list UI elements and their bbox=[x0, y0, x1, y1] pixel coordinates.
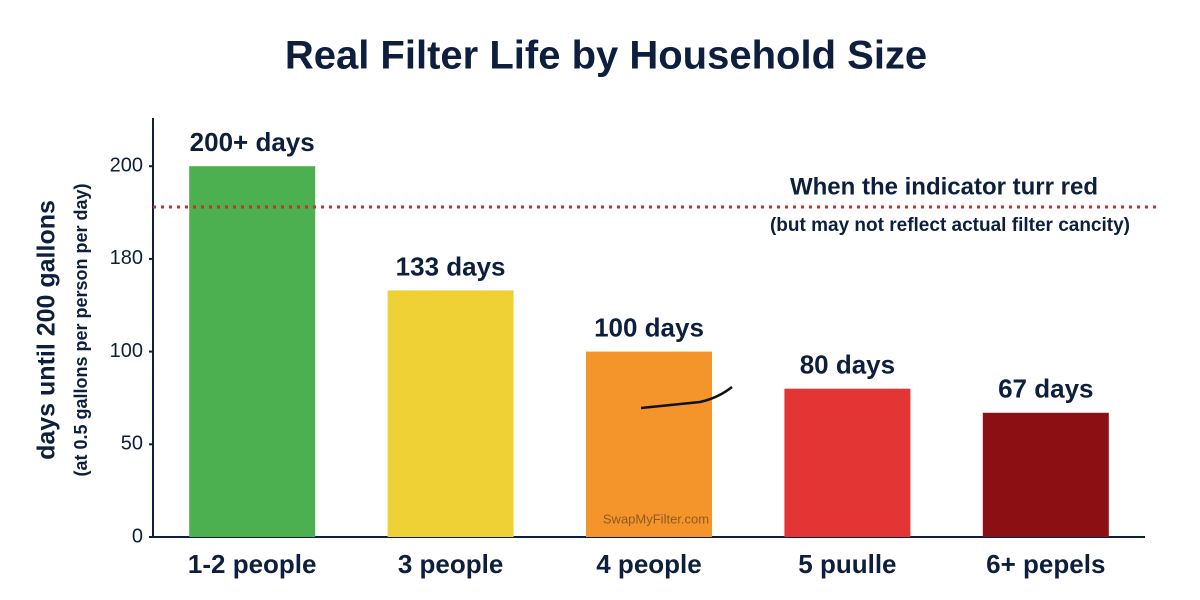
y-tick-label: 100 bbox=[110, 340, 143, 362]
x-tick-label: 4 people bbox=[596, 549, 701, 579]
bar bbox=[189, 166, 316, 537]
scribble bbox=[640, 386, 733, 410]
value-label: 200+ days bbox=[190, 127, 315, 157]
watermark: SwapMyFilter.com bbox=[603, 511, 709, 526]
x-tick-label: 6+ pepels bbox=[986, 549, 1105, 579]
bar bbox=[387, 290, 514, 537]
y-axis-label: days until 200 gallons bbox=[33, 200, 61, 460]
y-tick-label: 180 bbox=[110, 247, 143, 269]
value-label: 67 days bbox=[998, 374, 1093, 404]
bar bbox=[784, 388, 911, 537]
bar bbox=[982, 412, 1109, 537]
value-label: 133 days bbox=[396, 251, 506, 281]
reference-label: When the indicator turr red bbox=[790, 173, 1098, 200]
x-tick-label: 3 people bbox=[398, 549, 503, 579]
chart-title: Real Filter Life by Household Size bbox=[285, 34, 927, 78]
y-tick-label: 200 bbox=[110, 154, 143, 176]
x-tick-label: 5 puulle bbox=[798, 549, 896, 579]
value-label: 100 days bbox=[594, 312, 704, 342]
value-label: 80 days bbox=[800, 350, 895, 380]
y-axis-sublabel: (at 0.5 gallons per person per day) bbox=[71, 183, 91, 476]
y-tick-label: 50 bbox=[121, 433, 143, 455]
y-tick-label: 0 bbox=[132, 525, 143, 547]
bar bbox=[586, 351, 712, 537]
reference-sublabel: (but may not reflect actual filter canci… bbox=[770, 215, 1130, 236]
x-tick-label: 1-2 people bbox=[188, 549, 317, 579]
